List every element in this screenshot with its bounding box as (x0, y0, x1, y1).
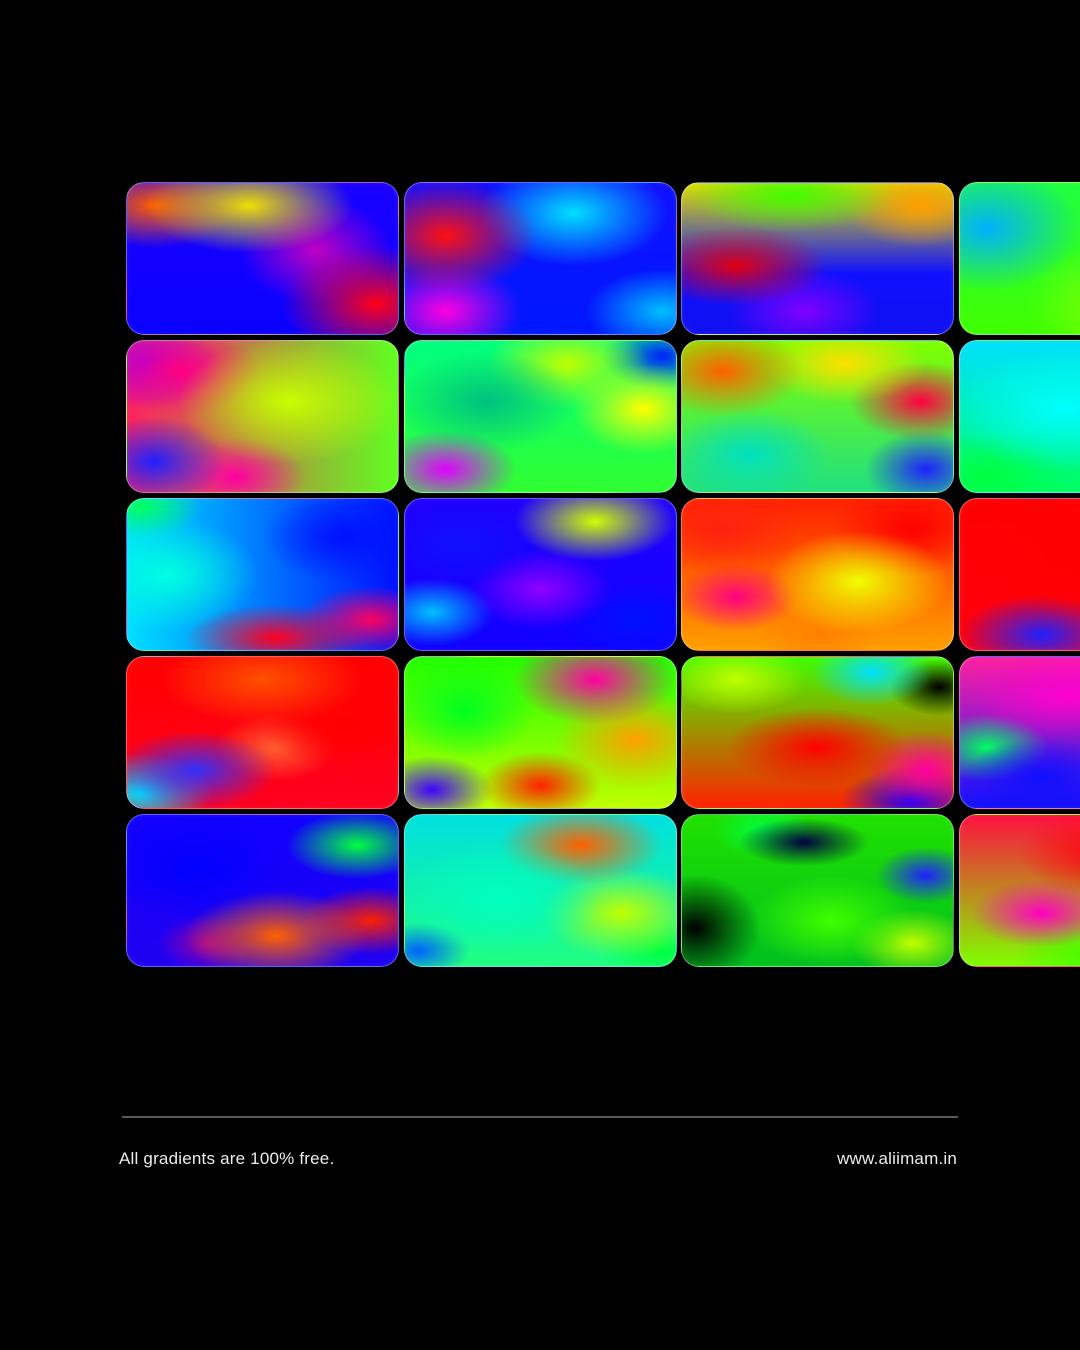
footer-free-note: All gradients are 100% free. (119, 1149, 335, 1168)
gradient-tile[interactable] (958, 340, 1080, 493)
gradient-tile[interactable] (126, 656, 399, 809)
gradient-tile[interactable] (126, 182, 399, 335)
gradient-tile[interactable] (958, 814, 1080, 967)
gradient-tile[interactable] (126, 340, 399, 493)
gradient-tile[interactable] (403, 182, 677, 335)
gradient-tile[interactable] (681, 182, 954, 335)
gradient-tile[interactable] (126, 498, 399, 651)
gradient-tile[interactable] (403, 656, 677, 809)
gradient-grid (126, 182, 1080, 969)
gradient-tile[interactable] (403, 340, 677, 493)
gradient-tile[interactable] (681, 656, 954, 809)
footer-divider (122, 1116, 958, 1118)
gradient-tile[interactable] (681, 340, 954, 493)
footer-website-link[interactable]: www.aliimam.in (837, 1149, 957, 1168)
gradient-tile[interactable] (403, 814, 677, 967)
gradient-tile[interactable] (958, 182, 1080, 335)
gradient-tile[interactable] (958, 656, 1080, 809)
gradient-tile[interactable] (126, 814, 399, 967)
gradient-tile[interactable] (403, 498, 677, 651)
gradient-tile[interactable] (681, 498, 954, 651)
gradient-tile[interactable] (958, 498, 1080, 651)
gradient-tile[interactable] (681, 814, 954, 967)
